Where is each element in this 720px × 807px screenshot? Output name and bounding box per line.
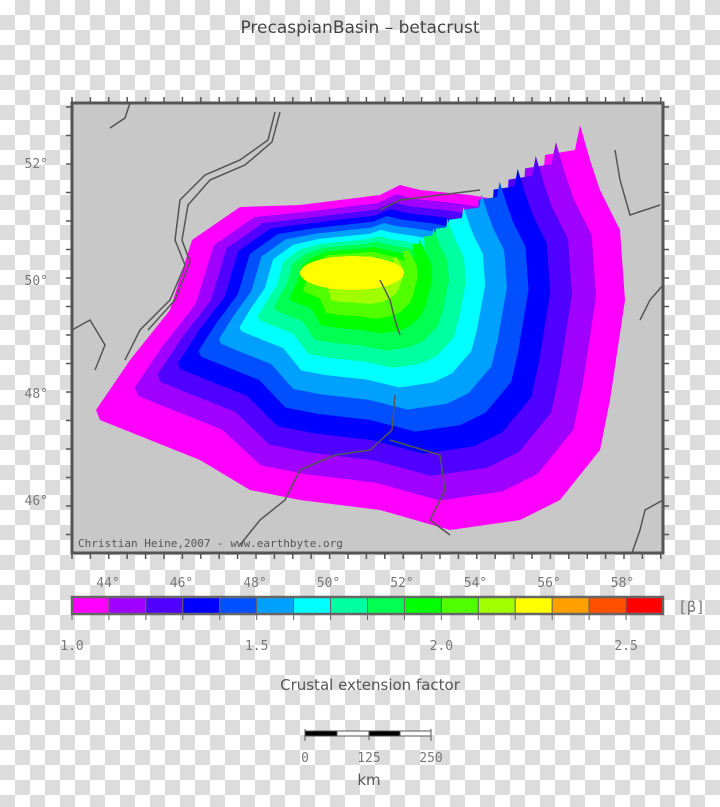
scale-bar <box>304 729 432 741</box>
map-frame <box>70 101 665 555</box>
lat-label: 46° <box>25 494 48 509</box>
lat-labels: 52° 50° 48° 46° <box>25 157 48 509</box>
colorbar-swatch <box>330 596 368 615</box>
colorbar-swatch <box>403 596 442 615</box>
colorbar-swatch <box>625 596 664 615</box>
lon-labels: 44° 46° 48° 50° 52° 54° 56° 58° <box>96 576 634 591</box>
scale-label: 250 <box>419 751 442 766</box>
colorbar-swatch <box>145 596 184 615</box>
scale-label: 0 <box>301 751 309 766</box>
colorbar-swatch <box>477 596 516 615</box>
colorbar-swatch <box>293 596 332 615</box>
river <box>379 189 481 211</box>
colorbar-tick-label: 2.0 <box>430 639 453 654</box>
colorbar-tick-labels: 1.0 1.5 2.0 2.5 <box>60 639 638 654</box>
river <box>239 394 396 546</box>
colorbar-swatch <box>588 596 627 615</box>
credit-text: Christian Heine,2007 - www.earthbyte.org <box>78 537 343 550</box>
colorbar-swatch <box>551 596 590 615</box>
lon-label: 56° <box>537 576 560 591</box>
map-title: PrecaspianBasin – betacrust <box>240 18 480 38</box>
colorbar-swatch <box>108 596 147 615</box>
colorbar-swatch <box>71 596 110 615</box>
lon-label: 46° <box>170 576 193 591</box>
river <box>614 149 661 216</box>
scale-label: 125 <box>357 751 380 766</box>
colorbar <box>70 595 665 620</box>
lon-label: 58° <box>611 576 634 591</box>
colorbar-tick-label: 1.5 <box>245 639 268 654</box>
colorbar-label: Crustal extension factor <box>280 676 460 694</box>
colorbar-frame <box>70 595 665 616</box>
river <box>109 102 131 129</box>
colorbar-swatch <box>182 596 221 615</box>
river <box>124 111 276 361</box>
rivers <box>71 102 664 554</box>
lat-label: 50° <box>25 274 48 289</box>
lat-label: 52° <box>25 157 48 172</box>
colorbar-tick-label: 1.0 <box>60 639 83 654</box>
river <box>147 111 281 331</box>
colorbar-swatch <box>514 596 553 615</box>
lon-label: 50° <box>317 576 340 591</box>
river <box>379 279 401 336</box>
lon-label: 54° <box>464 576 487 591</box>
river <box>71 318 106 371</box>
colorbar-swatch <box>256 596 295 615</box>
colorbar-unit: [β] <box>678 598 705 616</box>
river <box>631 499 664 554</box>
contour-band <box>300 256 404 290</box>
lat-label: 48° <box>25 387 48 402</box>
river <box>639 284 664 321</box>
lon-label: 44° <box>96 576 119 591</box>
colorbar-tick-label: 2.5 <box>614 639 637 654</box>
colorbar-swatch <box>219 596 258 615</box>
colorbar-swatch <box>440 596 479 615</box>
scale-unit: km <box>357 771 381 789</box>
lon-label: 52° <box>390 576 413 591</box>
beta-contours <box>96 125 625 530</box>
colorbar-swatch <box>367 596 405 615</box>
river <box>389 439 451 536</box>
lon-label: 48° <box>243 576 266 591</box>
